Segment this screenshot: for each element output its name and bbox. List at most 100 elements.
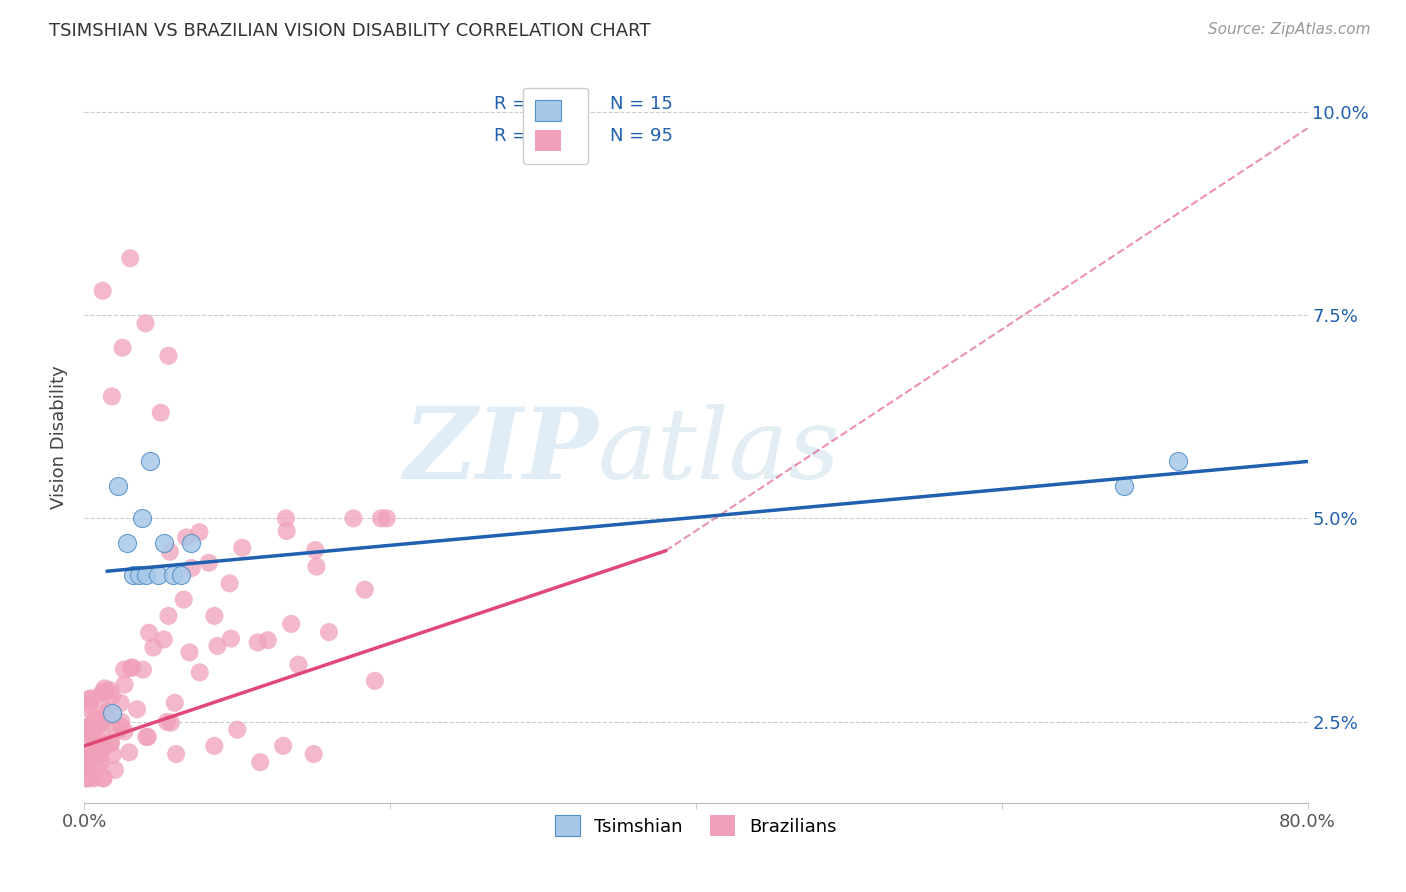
Point [76, 772, 98, 786]
Point [107, 723, 129, 738]
Legend: Tsimshian, Brazilians: Tsimshian, Brazilians [543, 803, 849, 848]
Point [170, 568, 193, 582]
Point [138, 625, 160, 640]
Point [97, 705, 120, 719]
Point [77, 756, 100, 770]
Point [198, 556, 221, 570]
Point [305, 559, 328, 574]
Point [76, 764, 98, 779]
Point [83, 769, 105, 783]
Point [91, 284, 114, 298]
Point [188, 665, 211, 680]
Point [93, 771, 115, 785]
Point [231, 541, 253, 555]
Point [110, 719, 132, 733]
Point [90, 715, 112, 730]
Point [77, 725, 100, 739]
Point [112, 663, 135, 677]
Point [179, 645, 201, 659]
Point [302, 747, 325, 761]
Point [76, 701, 98, 715]
Point [77, 692, 100, 706]
Point [76, 724, 98, 739]
Point [107, 479, 129, 493]
Point [104, 763, 127, 777]
Point [115, 535, 138, 549]
Point [98, 683, 121, 698]
Point [131, 511, 153, 525]
Point [101, 706, 124, 721]
Point [353, 582, 375, 597]
Point [120, 661, 142, 675]
Point [149, 406, 172, 420]
Point [122, 568, 145, 582]
Text: R = 0.324: R = 0.324 [494, 127, 585, 145]
Point [188, 525, 211, 540]
Point [89, 735, 111, 749]
Point [342, 511, 364, 525]
Point [76, 750, 98, 764]
Point [86, 745, 108, 759]
Text: TSIMSHIAN VS BRAZILIAN VISION DISABILITY CORRELATION CHART: TSIMSHIAN VS BRAZILIAN VISION DISABILITY… [49, 22, 651, 40]
Point [364, 673, 387, 688]
Point [218, 576, 240, 591]
Point [101, 389, 124, 403]
Point [101, 689, 124, 703]
Point [276, 524, 298, 538]
Point [93, 681, 115, 696]
Point [83, 718, 105, 732]
Point [207, 639, 229, 653]
Point [79, 697, 101, 711]
Text: R = 0.377: R = 0.377 [494, 95, 585, 113]
Point [87, 739, 110, 754]
Point [1114, 479, 1136, 493]
Point [202, 608, 225, 623]
Text: atlas: atlas [598, 404, 841, 500]
Point [173, 592, 195, 607]
Point [271, 739, 294, 753]
Point [146, 568, 169, 582]
Point [77, 720, 100, 734]
Point [162, 568, 184, 582]
Point [180, 535, 202, 549]
Y-axis label: Vision Disability: Vision Disability [51, 365, 69, 509]
Point [246, 635, 269, 649]
Point [87, 757, 110, 772]
Point [90, 686, 112, 700]
Point [110, 714, 132, 729]
Point [76, 772, 98, 786]
Point [90, 724, 112, 739]
Point [202, 739, 225, 753]
Point [89, 747, 111, 762]
Point [304, 543, 326, 558]
Point [370, 511, 392, 525]
Point [318, 625, 340, 640]
Point [118, 745, 141, 759]
Point [125, 702, 148, 716]
Point [82, 734, 104, 748]
Point [174, 530, 197, 544]
Point [135, 568, 157, 582]
Point [160, 715, 183, 730]
Point [157, 349, 180, 363]
Point [135, 730, 157, 744]
Point [280, 616, 302, 631]
Point [76, 766, 98, 780]
Point [180, 561, 202, 575]
Point [82, 747, 104, 762]
Point [98, 736, 121, 750]
Point [139, 454, 162, 468]
Text: N = 95: N = 95 [610, 127, 673, 145]
Point [91, 772, 114, 786]
Point [132, 663, 155, 677]
Text: ZIP: ZIP [404, 403, 598, 500]
Point [249, 755, 271, 769]
Point [163, 696, 186, 710]
Point [375, 511, 398, 525]
Point [156, 714, 179, 729]
Point [76, 727, 98, 741]
Point [84, 721, 107, 735]
Point [110, 696, 132, 710]
Point [76, 720, 98, 734]
Point [157, 608, 180, 623]
